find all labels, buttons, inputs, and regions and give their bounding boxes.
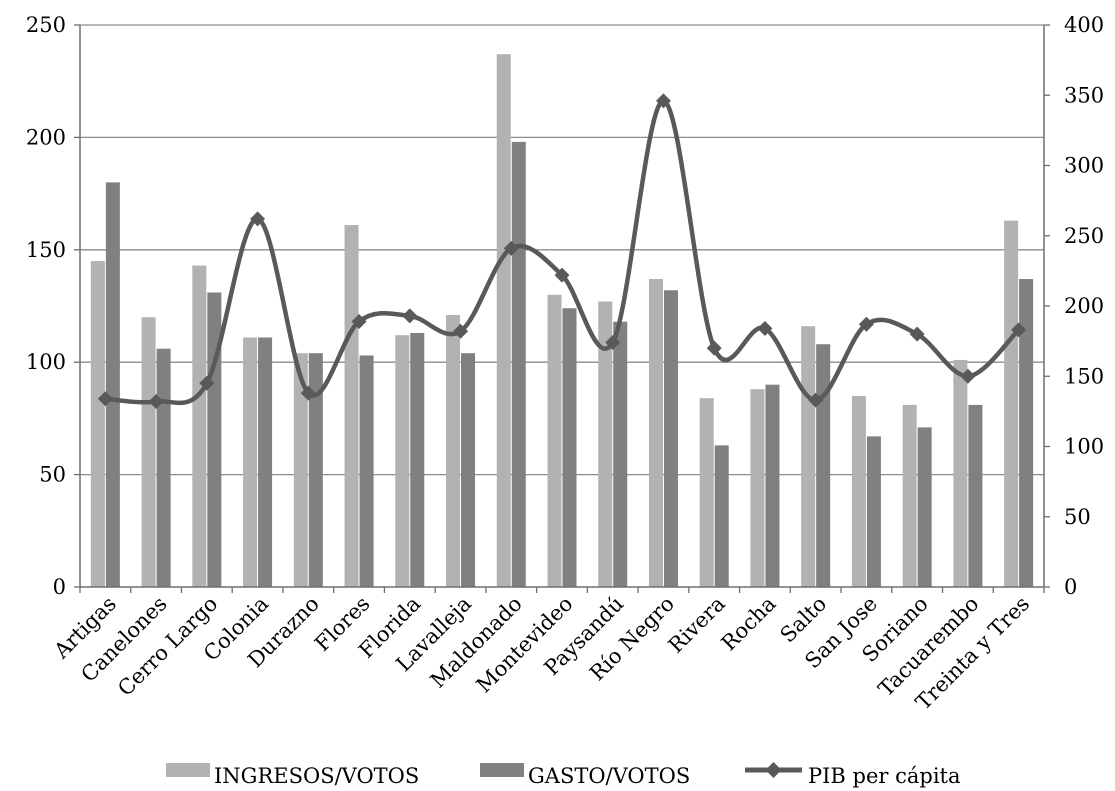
bar bbox=[395, 335, 410, 587]
bar bbox=[663, 290, 678, 587]
legend-label-gasto: GASTO/VOTOS bbox=[528, 764, 690, 788]
bar bbox=[613, 321, 628, 587]
legend-label-pib: PIB per cápita bbox=[808, 764, 961, 788]
bar bbox=[714, 445, 729, 587]
bar bbox=[816, 344, 831, 587]
legend-swatch-ingresos bbox=[166, 763, 210, 777]
right-tick-label: 150 bbox=[1064, 364, 1104, 388]
bar bbox=[866, 436, 881, 587]
legend: INGRESOS/VOTOS GASTO/VOTOS PIB per cápit… bbox=[166, 762, 961, 788]
legend-item-pib: PIB per cápita bbox=[745, 762, 961, 788]
pib-marker bbox=[199, 375, 215, 391]
right-tick-label: 0 bbox=[1064, 575, 1077, 599]
pib-marker bbox=[97, 391, 113, 407]
bar bbox=[410, 332, 425, 587]
line-series bbox=[97, 93, 1027, 410]
bars bbox=[90, 54, 1034, 588]
bar bbox=[141, 317, 156, 587]
bar bbox=[258, 337, 273, 587]
bar bbox=[293, 353, 308, 587]
x-tick-label: Rocha bbox=[717, 592, 781, 656]
bar bbox=[547, 294, 562, 587]
legend-marker-pib bbox=[765, 762, 782, 778]
pib-marker bbox=[960, 368, 976, 384]
bar bbox=[207, 292, 222, 587]
bar bbox=[699, 398, 714, 587]
gridlines bbox=[80, 24, 1044, 476]
left-tick-label: 150 bbox=[26, 238, 66, 262]
pib-marker bbox=[909, 326, 925, 342]
bar bbox=[308, 353, 323, 587]
left-tick-label: 0 bbox=[53, 575, 66, 599]
x-tick-label: Rivera bbox=[664, 592, 730, 658]
pib-marker bbox=[808, 392, 824, 408]
pib-marker bbox=[453, 323, 469, 339]
bar bbox=[902, 404, 917, 587]
bar bbox=[156, 348, 171, 587]
right-tick-label: 400 bbox=[1064, 13, 1104, 37]
pib-marker bbox=[503, 240, 519, 256]
left-tick-label: 100 bbox=[26, 350, 66, 374]
pib-marker bbox=[250, 211, 266, 227]
right-tick-label: 100 bbox=[1064, 435, 1104, 459]
legend-item-gasto: GASTO/VOTOS bbox=[480, 763, 690, 788]
bar bbox=[446, 314, 461, 587]
left-axis-ticks: 0 50 100 150 200 250 bbox=[26, 13, 80, 599]
bar bbox=[461, 353, 476, 587]
right-tick-label: 200 bbox=[1064, 294, 1104, 318]
bar bbox=[243, 337, 258, 587]
left-tick-label: 200 bbox=[26, 125, 66, 149]
bar bbox=[344, 225, 359, 587]
pib-marker bbox=[148, 394, 164, 410]
bar bbox=[968, 404, 983, 587]
legend-swatch-gasto bbox=[480, 763, 524, 777]
left-tick-label: 50 bbox=[39, 463, 66, 487]
bar bbox=[192, 265, 207, 587]
pib-marker bbox=[554, 267, 570, 283]
bar bbox=[1019, 279, 1034, 587]
pib-marker bbox=[300, 385, 316, 401]
bar bbox=[801, 326, 816, 587]
bar bbox=[105, 182, 120, 588]
pib-marker bbox=[757, 320, 773, 336]
pib-marker bbox=[605, 335, 621, 351]
bar bbox=[1004, 220, 1019, 588]
pib-marker bbox=[858, 316, 874, 332]
axes bbox=[79, 25, 1045, 588]
pib-marker bbox=[402, 308, 418, 324]
pib-marker bbox=[351, 313, 367, 329]
bar bbox=[851, 395, 866, 587]
bar bbox=[648, 279, 663, 587]
bar bbox=[598, 301, 613, 587]
right-tick-label: 250 bbox=[1064, 224, 1104, 248]
bar bbox=[359, 355, 374, 587]
left-tick-label: 250 bbox=[26, 13, 66, 37]
bar bbox=[953, 359, 968, 587]
pib-marker bbox=[706, 340, 722, 356]
pib-marker bbox=[655, 93, 671, 109]
legend-label-ingresos: INGRESOS/VOTOS bbox=[214, 764, 419, 788]
right-tick-label: 300 bbox=[1064, 154, 1104, 178]
bar bbox=[750, 389, 765, 587]
right-axis-ticks: 0 50 100 150 200 250 300 350 400 bbox=[1044, 13, 1104, 599]
bar bbox=[511, 141, 526, 587]
right-tick-label: 50 bbox=[1064, 505, 1091, 529]
legend-item-ingresos: INGRESOS/VOTOS bbox=[166, 763, 419, 788]
bar bbox=[90, 261, 105, 587]
pib-marker bbox=[1011, 322, 1027, 338]
pib-line bbox=[105, 98, 1021, 406]
bar bbox=[765, 384, 780, 587]
bar bbox=[562, 308, 577, 587]
bar bbox=[496, 54, 511, 587]
bar bbox=[917, 427, 932, 587]
right-tick-label: 350 bbox=[1064, 83, 1104, 107]
